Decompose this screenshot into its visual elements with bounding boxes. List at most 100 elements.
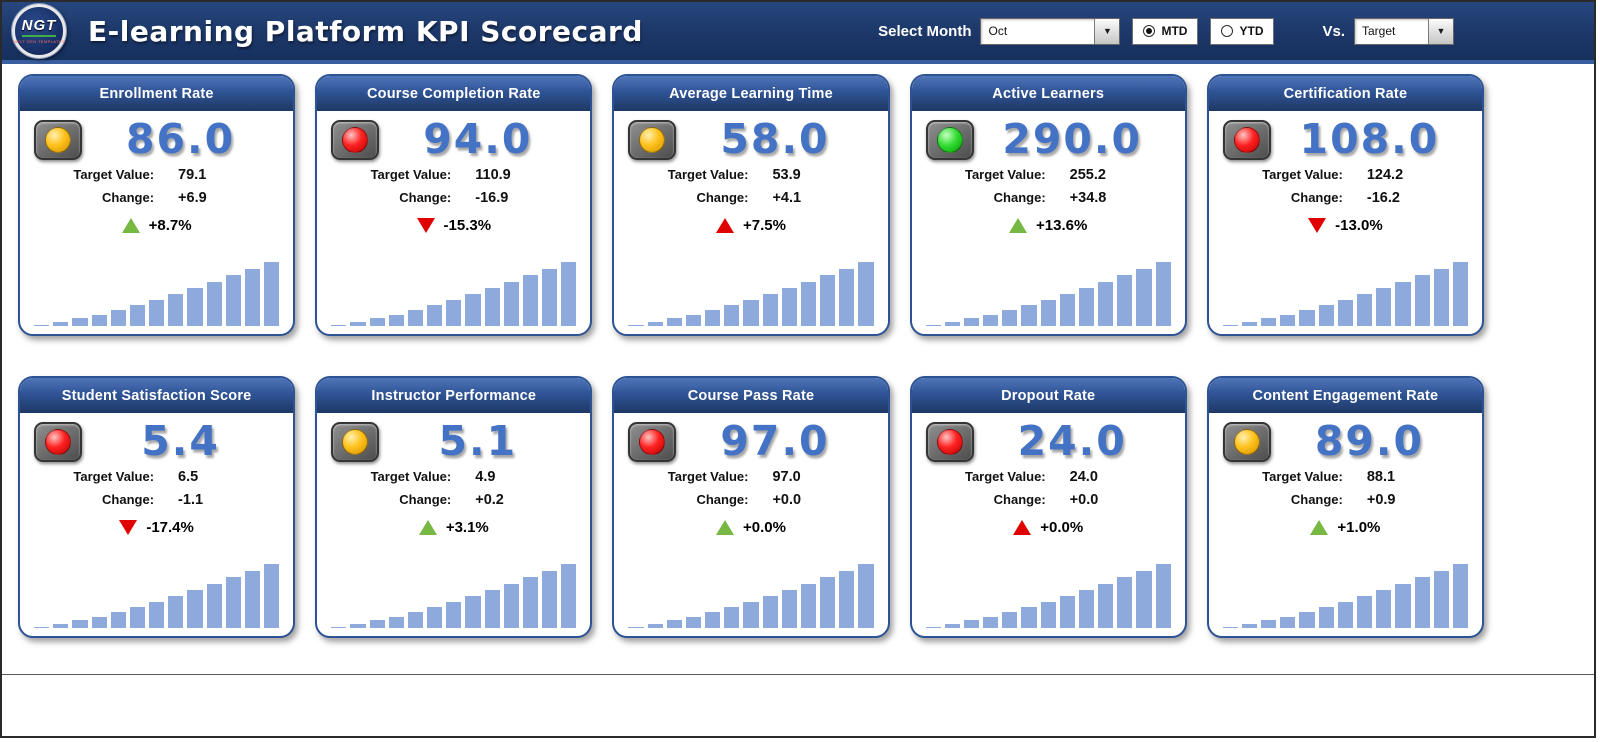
kpi-card: Instructor Performance 5.1 Target Value:… [315, 376, 593, 638]
target-row: Target Value: 124.2 [1209, 167, 1482, 183]
trend-percent: -17.4% [146, 518, 194, 536]
sparkline-bar [925, 627, 941, 628]
sparkline-bar [1098, 281, 1114, 326]
sparkline-bar [1357, 596, 1373, 628]
select-month-label: Select Month [878, 22, 972, 40]
kpi-card: Active Learners 290.0 Target Value: 255.… [909, 74, 1187, 336]
kpi-top-row: 94.0 [317, 111, 590, 160]
sparkline-bar [1376, 590, 1392, 628]
change-value: +0.0 [1069, 492, 1099, 508]
status-light-bulb-icon [936, 126, 963, 153]
target-label: Target Value: [667, 469, 749, 484]
kpi-card: Content Engagement Rate 89.0 Target Valu… [1206, 376, 1484, 638]
kpi-value: 97.0 [720, 417, 830, 465]
target-value: 110.9 [475, 167, 511, 183]
bottom-divider [2, 674, 1594, 675]
sparkline-bar [1433, 570, 1449, 628]
sparkline-bar [724, 607, 740, 628]
sparkline-bar [1155, 262, 1171, 326]
sparkline-bar [225, 577, 241, 628]
change-row: Change: +0.0 [614, 492, 887, 508]
kpi-card-title: Active Learners [911, 76, 1185, 111]
sparkline-bar [1059, 294, 1075, 326]
sparkline-bar [1433, 268, 1449, 326]
sparkline-bar [407, 612, 424, 628]
sparkline-bar [446, 601, 462, 628]
status-light-bulb-icon [639, 126, 666, 153]
sparkline-bar [724, 305, 740, 326]
sparkline-bar [1241, 624, 1258, 628]
chevron-down-icon[interactable]: ▼ [1428, 18, 1453, 44]
sparkline-bar [369, 620, 385, 628]
month-dropdown[interactable]: Oct ▼ [980, 17, 1121, 45]
sparkline-bar [743, 299, 759, 326]
sparkline-bar [206, 583, 222, 628]
status-light-bulb-icon [639, 428, 666, 455]
trend-arrow-icon [1009, 217, 1028, 233]
ytd-radio[interactable]: YTD [1210, 17, 1275, 45]
sparkline-bar [1318, 305, 1334, 326]
sparkline-bar [1059, 596, 1075, 628]
sparkline-bar [1078, 590, 1095, 628]
kpi-card-title: Course Pass Rate [614, 378, 888, 413]
sparkline-bar [484, 288, 500, 326]
sparkline [912, 262, 1185, 326]
change-value: +0.9 [1366, 492, 1396, 508]
sparkline-bar [1452, 262, 1469, 326]
sparkline [1209, 564, 1482, 628]
sparkline-bar [369, 318, 385, 326]
target-label: Target Value: [73, 167, 155, 182]
sparkline-bar [206, 281, 222, 326]
change-row: Change: -16.2 [1209, 190, 1482, 206]
status-light [331, 421, 380, 462]
change-label: Change: [1290, 492, 1343, 507]
trend-arrow-icon [121, 217, 140, 233]
sparkline-bar [944, 322, 960, 326]
kpi-top-row: 24.0 [912, 413, 1185, 462]
status-light-bulb-icon [1233, 428, 1260, 455]
change-row: Change: +6.9 [20, 190, 293, 206]
chevron-down-icon[interactable]: ▼ [1094, 18, 1120, 44]
target-row: Target Value: 6.5 [20, 469, 293, 485]
trend-percent: +8.7% [148, 216, 192, 234]
sparkline [912, 564, 1185, 628]
sparkline-bar [839, 570, 855, 628]
sparkline-bar [858, 564, 874, 628]
sparkline-bar [705, 310, 721, 326]
sparkline-bar [858, 262, 874, 326]
sparkline-bar [561, 262, 577, 326]
kpi-card-body: 5.4 Target Value: 6.5 Change: -1.1 -17.4… [20, 413, 293, 636]
sparkline-bar [465, 294, 481, 326]
kpi-card: Course Pass Rate 97.0 Target Value: 97.0… [612, 376, 890, 638]
kpi-top-row: 89.0 [1209, 413, 1482, 462]
trend-arrow-icon [416, 217, 435, 233]
kpi-value: 86.0 [126, 115, 236, 163]
radio-unselected-icon[interactable] [1221, 25, 1234, 37]
cards-grid: Enrollment Rate 86.0 Target Value: 79.1 … [2, 64, 1594, 638]
sparkline-bar [1318, 607, 1334, 628]
target-value: 6.5 [178, 469, 199, 485]
sparkline-bar [110, 310, 126, 326]
radio-selected-icon[interactable] [1143, 25, 1156, 37]
sparkline-bar [72, 318, 88, 326]
kpi-card: Dropout Rate 24.0 Target Value: 24.0 Cha… [909, 376, 1187, 638]
target-value: 79.1 [178, 167, 207, 183]
change-label: Change: [696, 190, 749, 205]
sparkline-bar [1414, 577, 1430, 628]
change-value: -1.1 [178, 492, 204, 508]
target-row: Target Value: 97.0 [614, 469, 887, 485]
status-light [628, 421, 677, 462]
sparkline [20, 564, 293, 628]
vs-dropdown[interactable]: Target ▼ [1354, 17, 1454, 45]
sparkline-bar [1078, 288, 1095, 326]
sparkline [317, 564, 590, 628]
sparkline-bar [350, 322, 366, 326]
trend-row: +8.7% [20, 215, 293, 235]
mtd-radio[interactable]: MTD [1132, 17, 1199, 45]
trend-row: +1.0% [1209, 517, 1482, 537]
sparkline-bar [820, 577, 836, 628]
trend-arrow-icon [119, 519, 138, 535]
target-value: 4.9 [475, 469, 496, 485]
sparkline-bar [53, 624, 69, 628]
